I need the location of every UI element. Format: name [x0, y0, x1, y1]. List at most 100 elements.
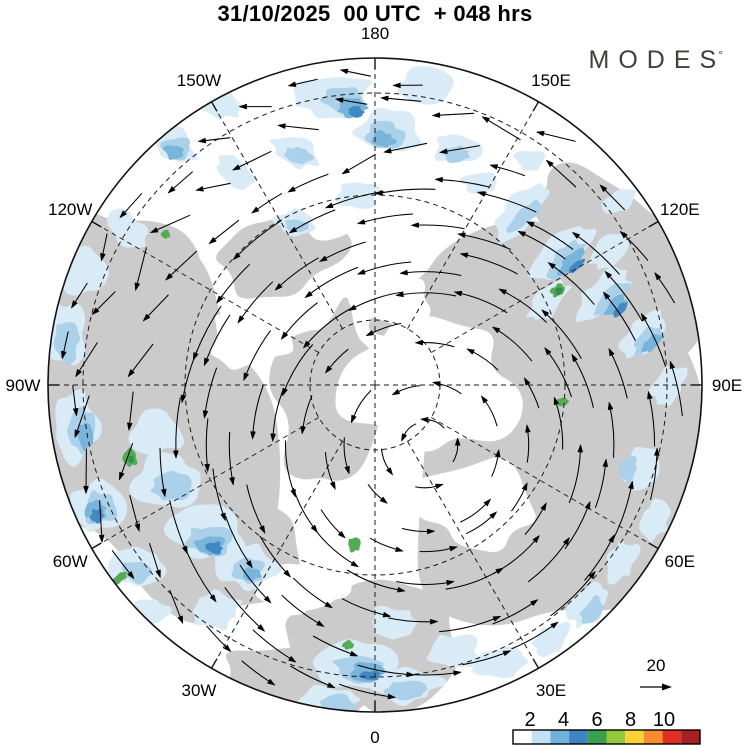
precip-patch [459, 172, 497, 195]
wind-arrow [640, 312, 667, 367]
wind-arrow [228, 431, 235, 486]
wind-arrow [396, 580, 456, 586]
open-area [409, 457, 536, 553]
modes-logo-text: MODES [588, 46, 726, 74]
colorbar-tick-label: 10 [653, 709, 675, 731]
wind-arrow [604, 270, 643, 322]
precip-patch [601, 188, 637, 214]
colorbar-segment-0 [513, 730, 532, 744]
wind-arrow [206, 625, 232, 653]
precip-patch [193, 589, 243, 631]
wind-arrow [292, 487, 318, 534]
wind-arrow [379, 95, 422, 102]
wind-arrow [523, 376, 540, 409]
wind-arrow [492, 599, 539, 625]
wind-reference-arrowhead [662, 683, 672, 691]
precip-patch [613, 302, 628, 318]
wind-arrow [410, 222, 465, 230]
wind-arrow [545, 159, 577, 188]
wind-arrow [250, 192, 283, 214]
precip-patch [348, 106, 365, 118]
graticule [48, 58, 702, 712]
wind-arrow [246, 484, 266, 535]
wind-arrow [415, 483, 444, 490]
meridian-tick [532, 658, 540, 669]
colorbar-segment-6 [625, 730, 644, 744]
precip-patch [506, 199, 542, 233]
wind-arrow [61, 331, 69, 360]
wind-arrow [459, 252, 518, 275]
wind-arrow [339, 68, 371, 77]
lon-label-180: 180 [361, 24, 389, 43]
precip-patch [579, 595, 605, 624]
lon-label-30W: 30W [182, 681, 217, 700]
wind-arrow [541, 309, 582, 360]
precip-patch [216, 154, 257, 190]
wind-arrow [339, 683, 397, 700]
wind-arrow [119, 192, 143, 219]
wind-arrow [159, 447, 167, 498]
wind-arrow [465, 511, 498, 535]
lon-label-150E: 150E [531, 71, 571, 90]
wind-arrow [434, 176, 490, 188]
wind-arrow [367, 484, 389, 505]
wind-arrow [304, 266, 359, 299]
wind-arrow [197, 137, 231, 144]
wind-arrow [535, 130, 576, 142]
meridian-tick [648, 220, 659, 228]
meridian-tick [91, 220, 102, 228]
wind-arrow [414, 339, 455, 348]
wind-arrow [460, 498, 492, 523]
wind-arrow [212, 468, 226, 522]
wind-arrow [462, 650, 512, 666]
wind-arrow [232, 219, 282, 261]
wind-arrow [231, 150, 272, 171]
wind-arrow [202, 367, 218, 420]
wind-arrow [276, 123, 319, 131]
colorbar: 2 4 6 8 10 [512, 709, 701, 745]
wind-arrow [111, 550, 135, 580]
wind-arrow [204, 418, 210, 473]
wind-reference-arrow: 20 [640, 656, 672, 691]
precip-patch [107, 208, 149, 248]
map-content [48, 58, 702, 712]
wind-arrow [599, 184, 626, 211]
meridian-line [431, 221, 659, 353]
lon-label-90E: 90E [712, 376, 742, 395]
wind-arrow [324, 348, 349, 374]
wind-arrow [619, 230, 649, 261]
precip-patch [618, 455, 637, 484]
lon-label-0: 0 [370, 728, 379, 747]
wind-arrow [654, 271, 676, 304]
wind-arrow [320, 509, 346, 539]
modes-logo-mark: ° [718, 48, 723, 62]
precip-patch [205, 541, 224, 555]
precip-patch [443, 145, 471, 164]
meridian-line [407, 101, 539, 329]
colorbar-segment-5 [606, 730, 626, 744]
wind-arrow [341, 153, 376, 175]
lon-label-30E: 30E [536, 681, 566, 700]
wind-arrow [292, 577, 334, 609]
wind-arrow [74, 395, 90, 439]
precip-patch [383, 680, 428, 701]
wind-arrow [148, 543, 161, 579]
colorbar-segment-2 [550, 730, 570, 744]
wind-arrow [607, 401, 615, 458]
precip-patch [555, 397, 569, 407]
wind-arrow [480, 395, 498, 427]
wind-arrow [91, 291, 116, 316]
precip-patch [556, 247, 585, 276]
wind-arrow [149, 214, 191, 234]
wind-arrow [491, 326, 533, 362]
wind-arrow [343, 437, 350, 475]
wind-arrow [287, 173, 329, 193]
precip-patch [284, 146, 314, 165]
wind-arrow [72, 385, 79, 417]
colorbar-tick-label: 4 [558, 709, 569, 731]
precip-patch [606, 540, 641, 585]
open-area [210, 313, 294, 370]
precip-patch [512, 150, 546, 171]
wind-arrow [241, 660, 276, 686]
